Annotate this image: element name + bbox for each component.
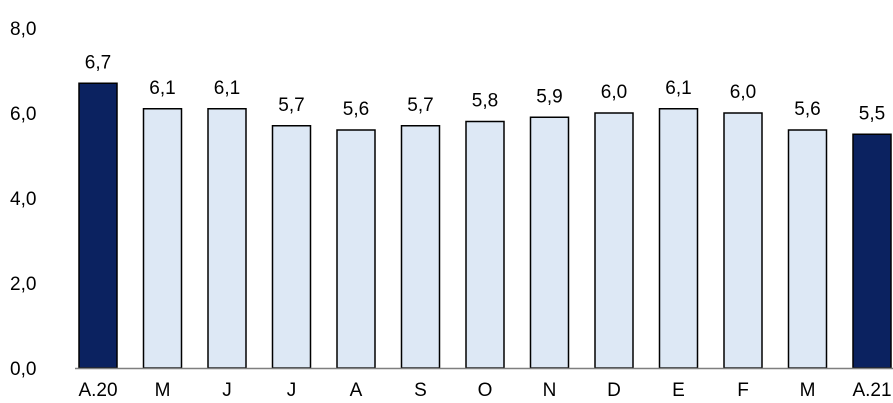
x-tick-label: D	[607, 380, 621, 401]
data-label: 6,7	[85, 52, 111, 73]
bar	[594, 112, 634, 369]
data-labels: 6,7 6,1 6,1 5,7 5,6 5,7 5,8 5,9 6,0 6,1 6,0 5,6 5,5	[85, 52, 885, 124]
y-tick-label: 2,0	[10, 274, 36, 295]
data-label: 5,6	[343, 99, 369, 120]
data-label: 6,0	[730, 82, 756, 103]
x-tick-label: N	[543, 380, 557, 401]
x-tick-label: M	[800, 380, 816, 401]
x-tick-label: A.21	[852, 380, 891, 401]
x-tick-label: A.20	[78, 380, 117, 401]
bar	[465, 120, 505, 369]
bar	[207, 108, 247, 369]
x-tick-label: J	[222, 380, 232, 401]
bar	[658, 108, 699, 369]
x-tick-label: F	[737, 380, 749, 401]
bar	[142, 108, 183, 369]
y-tick-label: 6,0	[10, 104, 36, 125]
data-label: 5,5	[859, 103, 885, 124]
x-tick-label: J	[287, 380, 297, 401]
x-tick-label: A	[350, 380, 363, 401]
data-label: 5,9	[536, 86, 562, 107]
x-tick-label: O	[478, 380, 493, 401]
y-tick-label: 4,0	[10, 189, 36, 210]
data-label: 5,6	[794, 99, 820, 120]
x-tick-label: M	[155, 380, 171, 401]
category-labels: A.20 M J J A S O N D E F M A.21	[78, 380, 891, 401]
bars	[78, 82, 892, 369]
bar	[78, 82, 118, 369]
bar	[852, 133, 892, 369]
bar	[787, 129, 828, 369]
bar	[400, 125, 441, 369]
y-tick-label: 0,0	[10, 359, 36, 380]
data-label: 5,7	[407, 95, 433, 116]
bar	[271, 125, 312, 369]
bar	[529, 116, 570, 369]
x-tick-label: S	[414, 380, 427, 401]
data-label: 6,1	[149, 78, 175, 99]
data-label: 6,1	[214, 78, 240, 99]
data-label: 5,7	[278, 95, 304, 116]
y-tick-label: 8,0	[10, 19, 36, 40]
bar	[723, 112, 763, 369]
y-axis-ticks: 0,0 2,0 4,0 6,0 8,0	[10, 19, 36, 380]
data-label: 6,0	[601, 82, 627, 103]
x-tick-label: E	[672, 380, 685, 401]
data-label: 5,8	[472, 91, 498, 112]
data-label: 6,1	[665, 78, 691, 99]
bar	[336, 129, 376, 369]
